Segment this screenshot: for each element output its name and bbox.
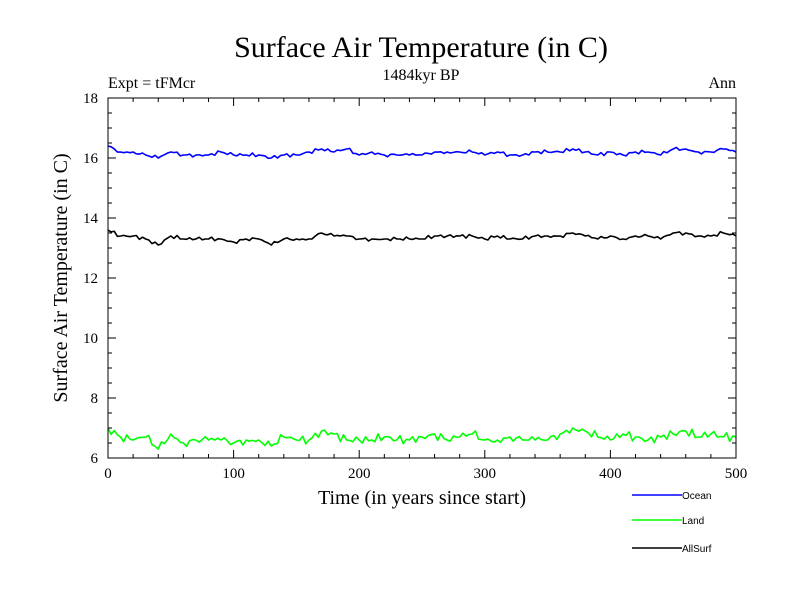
legend-label-land: Land [682, 516, 704, 527]
y-tick-label: 8 [91, 391, 99, 407]
x-tick-label: 300 [474, 466, 497, 482]
chart-title: Surface Air Temperature (in C) [234, 31, 608, 64]
series-line-land [107, 427, 737, 450]
series-line-allsurf [107, 229, 737, 246]
x-tick-label: 500 [725, 466, 748, 482]
x-tick-label: 100 [222, 466, 245, 482]
plot-ticks: 0 100 200 300 400 500 6 8 10 12 14 16 18 [83, 91, 747, 482]
season-label: Ann [708, 75, 736, 92]
y-tick-label: 16 [83, 151, 99, 167]
series-line-ocean [107, 145, 737, 160]
x-tick-label: 200 [348, 466, 371, 482]
experiment-label: Expt = tFMcr [108, 75, 196, 92]
legend-label-allsurf: AllSurf [682, 544, 712, 555]
x-axis-label: Time (in years since start) [318, 487, 526, 509]
legend: Ocean Land AllSurf [632, 491, 712, 555]
x-tick-label: 0 [104, 466, 112, 482]
plot-frame [107, 97, 737, 459]
y-tick-label: 10 [83, 331, 98, 347]
chart-subtitle: 1484kyr BP [383, 67, 460, 84]
y-tick-label: 12 [83, 271, 98, 287]
y-tick-label: 18 [83, 91, 98, 107]
legend-label-ocean: Ocean [682, 491, 711, 502]
y-tick-label: 6 [91, 451, 99, 467]
plot-series [107, 145, 737, 450]
x-tick-label: 400 [599, 466, 622, 482]
y-axis-label: Surface Air Temperature (in C) [50, 153, 72, 402]
y-tick-label: 14 [83, 211, 99, 227]
